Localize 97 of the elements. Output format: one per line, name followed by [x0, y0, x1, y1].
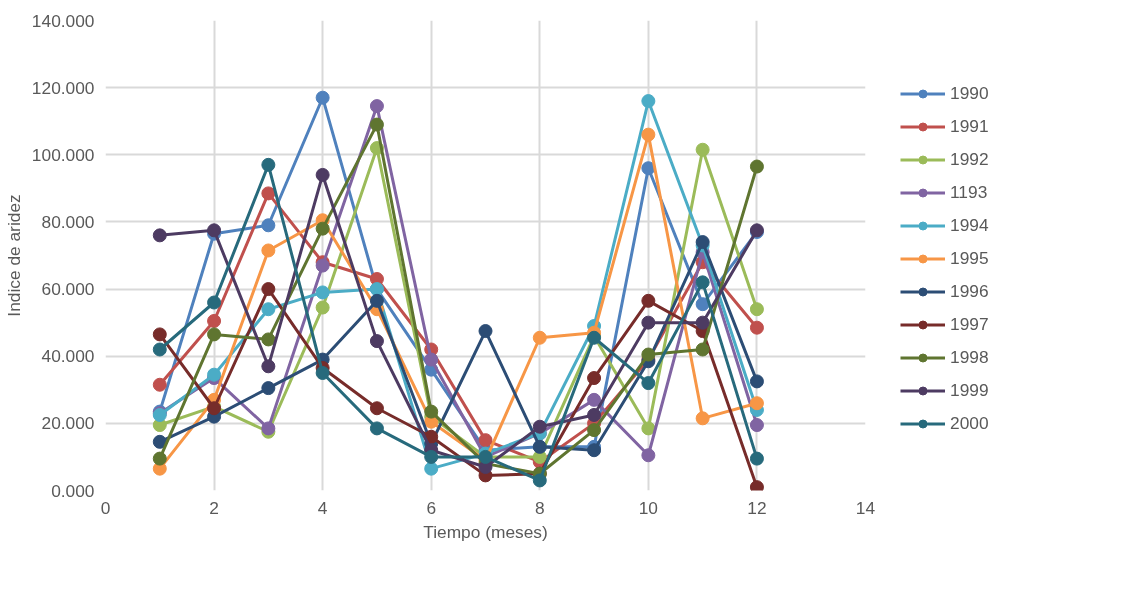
point	[641, 315, 656, 330]
point	[641, 94, 656, 109]
point	[261, 243, 276, 258]
y-tick-label: 60.000	[41, 279, 95, 300]
point	[424, 352, 439, 367]
point	[587, 443, 602, 458]
point	[695, 275, 710, 290]
point	[749, 480, 764, 491]
x-tick-label: 4	[317, 497, 328, 518]
point	[424, 461, 439, 476]
legend-label: 1193	[950, 181, 988, 203]
point	[749, 302, 764, 317]
point	[532, 473, 547, 488]
point	[695, 297, 710, 312]
point	[532, 330, 547, 345]
x-tick-label: 2	[209, 497, 219, 518]
x-tick-label: 6	[426, 497, 437, 518]
y-tick-label: 40.000	[41, 346, 95, 367]
point	[587, 423, 602, 438]
x-tick-label: 10	[638, 497, 658, 518]
point	[749, 374, 764, 389]
point	[641, 347, 656, 362]
point	[587, 371, 602, 386]
point	[152, 342, 167, 357]
point	[261, 332, 276, 347]
point	[695, 342, 710, 357]
y-tick-label: 80.000	[41, 211, 95, 232]
point	[749, 396, 764, 411]
y-axis-title: Indice de aridez	[3, 194, 24, 317]
point	[749, 159, 764, 174]
point	[261, 157, 276, 172]
legend-label: 1998	[950, 346, 989, 368]
point	[152, 327, 167, 342]
legend-label: 1990	[950, 82, 989, 104]
x-tick-label: 0	[100, 497, 111, 518]
point	[424, 449, 439, 464]
point	[315, 300, 330, 315]
point	[641, 161, 656, 176]
y-tick-label: 0.000	[51, 480, 95, 501]
point	[152, 377, 167, 392]
point	[695, 411, 710, 426]
y-tick-label: 100.000	[31, 144, 95, 165]
point	[369, 99, 384, 114]
point	[369, 421, 384, 436]
point	[315, 366, 330, 380]
point	[749, 451, 764, 466]
point	[261, 302, 276, 317]
point	[695, 142, 710, 157]
x-tick-label: 14	[855, 497, 876, 518]
legend-label: 1996	[950, 280, 989, 302]
point	[641, 127, 656, 142]
point	[478, 433, 493, 448]
point	[641, 448, 656, 463]
legend-label: 1995	[950, 247, 989, 269]
point	[261, 359, 276, 374]
point	[587, 407, 602, 422]
point	[587, 392, 602, 407]
point	[315, 285, 330, 300]
y-tick-label: 120.000	[31, 77, 95, 98]
point	[152, 451, 167, 466]
point	[369, 117, 384, 132]
point	[749, 320, 764, 335]
point	[315, 221, 330, 236]
point	[261, 186, 276, 201]
point	[369, 401, 384, 416]
point	[532, 419, 547, 434]
point	[641, 421, 656, 436]
legend-label: 1991	[950, 115, 989, 137]
point	[261, 218, 276, 233]
point	[641, 293, 656, 308]
point	[424, 404, 439, 419]
x-tick-label: 8	[534, 497, 545, 518]
legend-label: 2000	[950, 412, 989, 434]
y-tick-label: 140.000	[31, 10, 95, 31]
point	[207, 367, 222, 382]
point	[261, 381, 276, 396]
point	[369, 334, 384, 349]
point	[152, 434, 167, 449]
point	[261, 282, 276, 297]
point	[369, 293, 384, 308]
x-tick-label: 12	[747, 497, 767, 518]
point	[207, 327, 222, 342]
x-axis-title: Tiempo (meses)	[423, 521, 548, 542]
legend-label: 1992	[950, 148, 989, 170]
point	[315, 167, 330, 182]
legend-label: 1999	[950, 379, 989, 401]
point	[207, 295, 222, 310]
legend-label: 1997	[950, 313, 989, 335]
point	[152, 228, 167, 243]
point	[478, 324, 493, 339]
y-tick-label: 20.000	[41, 413, 95, 434]
legend-label: 1994	[950, 214, 989, 236]
point	[207, 313, 222, 328]
point	[695, 315, 710, 330]
point	[641, 376, 656, 391]
point	[749, 418, 764, 433]
point	[315, 90, 330, 105]
